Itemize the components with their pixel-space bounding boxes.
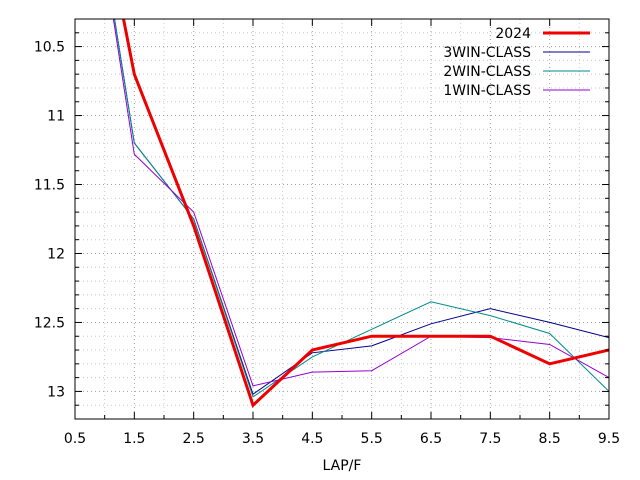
y-tick-label: 11: [47, 109, 65, 125]
legend-label: 2WIN-CLASS: [443, 64, 531, 80]
x-tick-label: 3.5: [242, 431, 264, 447]
legend-label: 2024: [495, 26, 531, 42]
legend: 2024 3WIN-CLASS 2WIN-CLASS 1WIN-CLASS: [443, 26, 590, 99]
y-tick-label: 12.5: [34, 315, 65, 331]
x-tick-label: 7.5: [479, 431, 501, 447]
x-tick-label: 8.5: [539, 431, 561, 447]
x-axis-label: LAP/F: [323, 458, 362, 474]
x-tick-label: 1.5: [123, 431, 145, 447]
series-line-2024: [121, 19, 609, 408]
series-lines: [112, 19, 609, 408]
legend-label: 3WIN-CLASS: [443, 45, 531, 61]
x-tick-label: 0.5: [64, 431, 86, 447]
y-tick-label: 11.5: [34, 178, 65, 194]
x-tick-label: 6.5: [420, 431, 442, 447]
x-tick-label: 4.5: [301, 431, 323, 447]
x-tick-label: 9.5: [598, 431, 620, 447]
x-tick-label: 2.5: [183, 431, 205, 447]
y-tick-label: 10.5: [34, 40, 65, 56]
grid: [75, 19, 609, 419]
series-line-1win-class: [112, 19, 609, 387]
y-tick-label: 13: [47, 384, 65, 400]
x-tick-label: 5.5: [361, 431, 383, 447]
legend-label: 1WIN-CLASS: [443, 83, 531, 99]
y-tick-label: 12: [47, 246, 65, 262]
ticks: 0.5 1.5 2.5 3.5 4.5 5.5 6.5 7.5 8.5 9.5 10.5 11 11.5…: [34, 19, 620, 447]
